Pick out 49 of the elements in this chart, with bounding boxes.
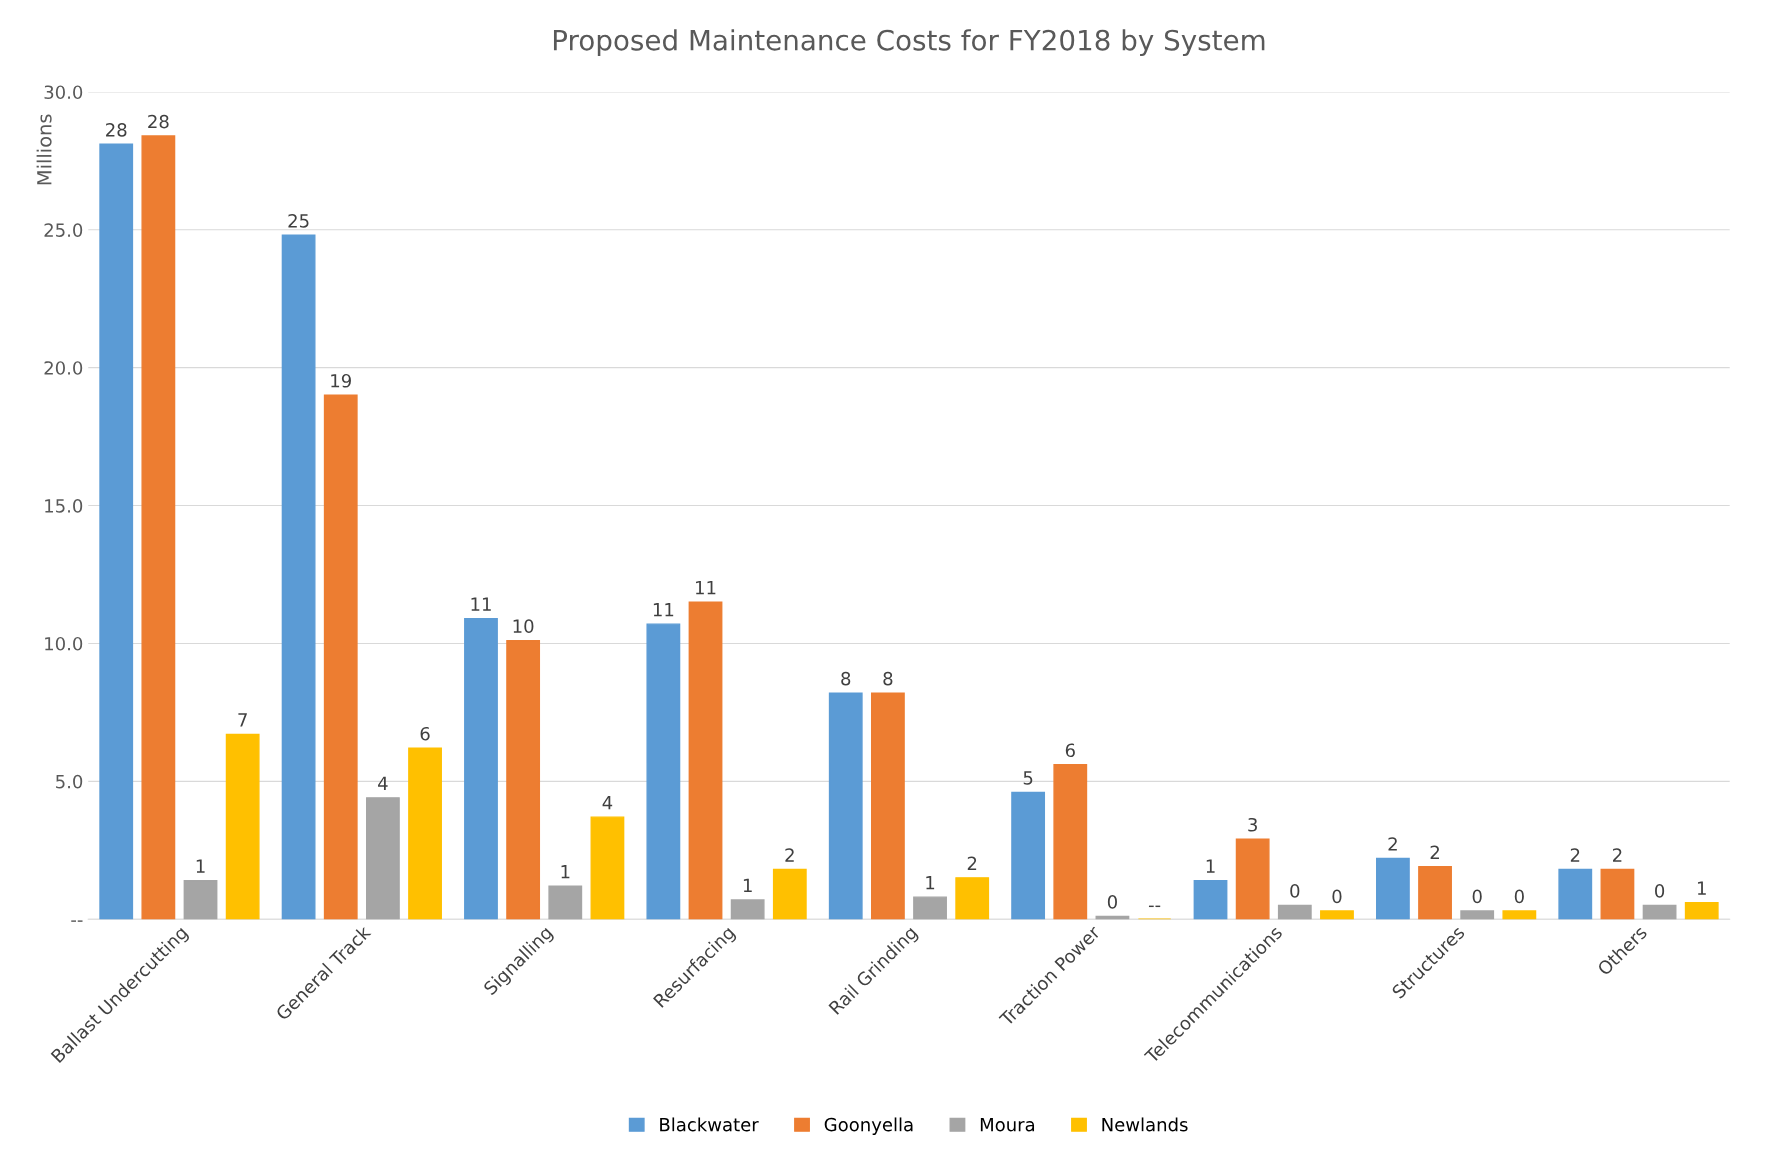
- y-tick-label: 20.0: [44, 361, 83, 375]
- y-tick-label: 15.0: [45, 499, 83, 513]
- y-tick-label: 25.0: [44, 223, 83, 237]
- data-label: 2: [1388, 837, 1397, 851]
- chart-title: Proposed Maintenance Costs for FY2018 by System: [553, 29, 1265, 57]
- legend-label: Goonyella: [824, 1117, 913, 1135]
- data-label: 1: [561, 865, 570, 879]
- data-label: 28: [106, 122, 127, 137]
- y-axis-title: Millions: [36, 114, 52, 185]
- data-label: 0: [1655, 884, 1665, 898]
- legend-label: Blackwater: [660, 1117, 759, 1132]
- data-label: 8: [841, 671, 851, 686]
- data-label: --: [1148, 905, 1161, 908]
- data-label: 0: [1472, 889, 1482, 904]
- data-label: 6: [1065, 743, 1075, 758]
- y-tick-label: --: [71, 920, 83, 922]
- data-label: 2: [1430, 845, 1439, 859]
- data-label: 3: [1248, 817, 1257, 832]
- data-label: 0: [1514, 889, 1524, 904]
- data-label: 0: [1107, 895, 1117, 909]
- data-label: 4: [378, 776, 388, 790]
- legend-label: Newlands: [1102, 1117, 1188, 1132]
- data-label: 2: [1570, 848, 1580, 862]
- data-label: 19: [331, 373, 351, 388]
- data-label: 1: [926, 876, 935, 890]
- data-label: 25: [288, 213, 309, 228]
- data-label: 10: [513, 619, 534, 634]
- y-tick-label: 30.0: [44, 85, 83, 100]
- y-tick-label: 5.0: [56, 774, 83, 789]
- data-label: 11: [696, 580, 716, 595]
- data-label: 2: [1613, 848, 1622, 862]
- data-label: 4: [602, 796, 613, 810]
- data-label: 0: [1290, 884, 1300, 898]
- data-label: 0: [1332, 889, 1342, 904]
- data-label: 1: [1206, 859, 1215, 873]
- data-label: 5: [1023, 771, 1033, 785]
- data-label: 6: [420, 726, 430, 741]
- legend-label: Moura: [980, 1118, 1035, 1132]
- data-label: 8: [883, 671, 893, 686]
- data-label: 11: [653, 603, 674, 617]
- data-label: 2: [785, 848, 794, 862]
- data-label: 28: [148, 114, 169, 129]
- data-label: 7: [238, 713, 247, 727]
- y-tick-label: 10.0: [45, 636, 83, 651]
- data-label: 2: [967, 856, 977, 870]
- data-label: 1: [1697, 881, 1706, 895]
- data-label: 11: [471, 597, 491, 611]
- data-label: 1: [196, 859, 205, 873]
- data-label: 1: [743, 878, 752, 892]
